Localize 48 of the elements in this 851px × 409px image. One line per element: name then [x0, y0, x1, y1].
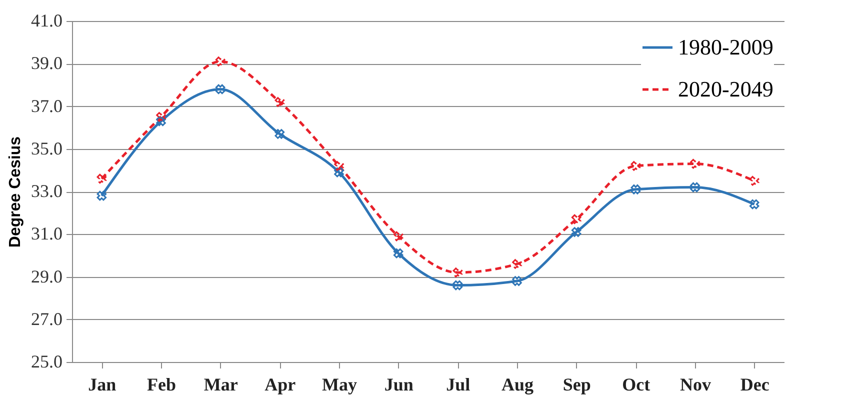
- x-tick-label: May: [322, 374, 357, 394]
- x-tick-label: Jun: [384, 374, 414, 394]
- point: [334, 161, 344, 171]
- point: [96, 190, 107, 201]
- x-tick-label: Jul: [446, 374, 470, 394]
- y-axis-title: Degree Cesius: [7, 136, 24, 248]
- y-tick-label: 33.0: [31, 181, 62, 201]
- legend-label: 2020-2049: [678, 76, 774, 102]
- point: [571, 227, 582, 237]
- y-tick-label: 25.0: [31, 352, 62, 372]
- y-tick-label: 29.0: [31, 266, 62, 286]
- y-tick-label: 31.0: [31, 224, 62, 244]
- point: [215, 56, 226, 66]
- x-tick-label: Dec: [740, 374, 770, 394]
- point: [452, 268, 463, 278]
- point: [274, 129, 285, 139]
- point: [749, 176, 760, 186]
- point: [630, 161, 641, 171]
- x-tick-label: Jan: [88, 374, 116, 394]
- x-tick-label: Apr: [264, 374, 296, 394]
- x-tick-label: Oct: [622, 374, 650, 394]
- point: [156, 116, 166, 126]
- point: [512, 259, 522, 269]
- x-tick-label: Aug: [501, 374, 534, 394]
- point: [690, 158, 700, 169]
- point: [571, 214, 582, 224]
- x-tick-label: Feb: [147, 374, 176, 394]
- x-tick-label: Nov: [680, 374, 711, 394]
- point: [749, 199, 760, 210]
- point: [215, 84, 226, 94]
- legend-label: 1980-2009: [678, 34, 774, 60]
- point: [393, 231, 404, 242]
- point: [512, 276, 522, 286]
- point: [96, 174, 107, 184]
- y-tick-label: 27.0: [31, 308, 62, 329]
- point: [156, 112, 166, 122]
- y-tick-label: 39.0: [31, 53, 62, 74]
- x-tick-label: Mar: [204, 374, 238, 394]
- x-tick-label: Sep: [562, 374, 591, 394]
- point: [630, 184, 641, 194]
- point: [334, 167, 344, 178]
- point: [690, 182, 700, 192]
- point: [452, 280, 463, 290]
- point: [393, 248, 404, 258]
- y-tick-label: 37.0: [31, 96, 62, 116]
- y-tick-label: 35.0: [31, 138, 62, 158]
- y-tick-label: 41.0: [31, 10, 62, 30]
- point: [274, 97, 285, 107]
